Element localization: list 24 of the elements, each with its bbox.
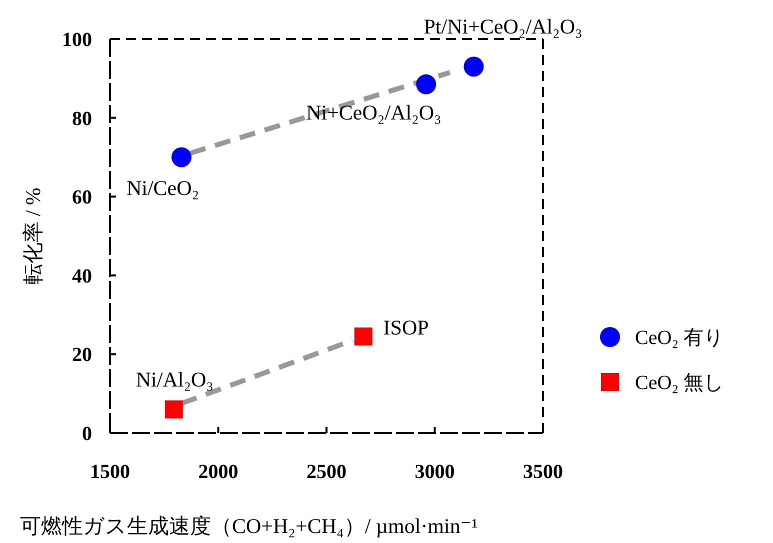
- x-tick-label: 2500: [306, 461, 346, 483]
- annotation: Ni/CeO₂: [126, 176, 200, 200]
- annotation: ISOP: [383, 315, 429, 340]
- x-tick-label: 3000: [414, 461, 455, 483]
- x-axis-title: 可燃性ガス生成速度（CO+H₂+CH₄）/ µmol·min⁻¹: [20, 514, 478, 538]
- y-tick-label: 20: [72, 344, 92, 366]
- y-tick-label: 0: [82, 423, 92, 445]
- point: [416, 74, 436, 94]
- legend-label: CeO₂ 無し: [635, 372, 724, 394]
- y-tick-label: 80: [72, 108, 92, 130]
- y-tick-label: 40: [72, 265, 92, 288]
- y-axis-title: 転化率 / %: [21, 188, 45, 284]
- annotation: Pt/Ni+CeO₂/Al₂O₃: [424, 14, 582, 39]
- y-tick-label: 60: [72, 186, 92, 209]
- point: [464, 56, 484, 77]
- point: [354, 327, 372, 346]
- point: [164, 400, 183, 418]
- y-tick-label: 100: [62, 29, 92, 51]
- x-tick-label: 2000: [198, 461, 238, 483]
- x-tick-label: 3500: [523, 461, 563, 483]
- point: [171, 147, 192, 168]
- legend-label: CeO₂ 有り: [635, 327, 724, 349]
- x-tick-label: 1500: [90, 461, 130, 483]
- annotation: Ni+CeO₂/Al₂O₃: [306, 100, 442, 124]
